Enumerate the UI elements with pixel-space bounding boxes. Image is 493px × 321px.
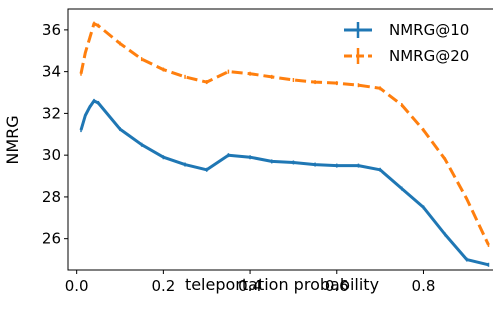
y-tick-label: 34 bbox=[42, 63, 61, 81]
series-layer bbox=[79, 21, 490, 267]
y-tick-label: 30 bbox=[42, 146, 61, 164]
x-tick-label: 0.2 bbox=[151, 277, 175, 295]
legend-label: NMRG@10 bbox=[389, 21, 469, 39]
series-line-nmrg-10 bbox=[79, 99, 489, 267]
legend-label: NMRG@20 bbox=[389, 47, 469, 65]
y-tick-label: 28 bbox=[42, 188, 61, 206]
plot-frame bbox=[67, 8, 493, 271]
x-axis-title: teleportation probability bbox=[185, 275, 379, 294]
x-tick-label: 0.4 bbox=[238, 277, 262, 295]
x-tick-label: 0.0 bbox=[65, 277, 89, 295]
y-tick-label: 32 bbox=[42, 104, 61, 122]
y-axis-ticks: 26 28 30 32 34 36 bbox=[42, 21, 68, 248]
y-tick-label: 36 bbox=[42, 21, 61, 39]
y-axis-title: NMRG bbox=[3, 115, 22, 164]
legend: NMRG@10 NMRG@20 bbox=[344, 21, 469, 65]
y-tick-label: 26 bbox=[42, 230, 61, 248]
x-axis-ticks: 0.0 0.2 0.4 0.6 0.8 bbox=[65, 270, 436, 295]
x-tick-label: 0.6 bbox=[325, 277, 349, 295]
x-tick-label: 0.8 bbox=[412, 277, 436, 295]
